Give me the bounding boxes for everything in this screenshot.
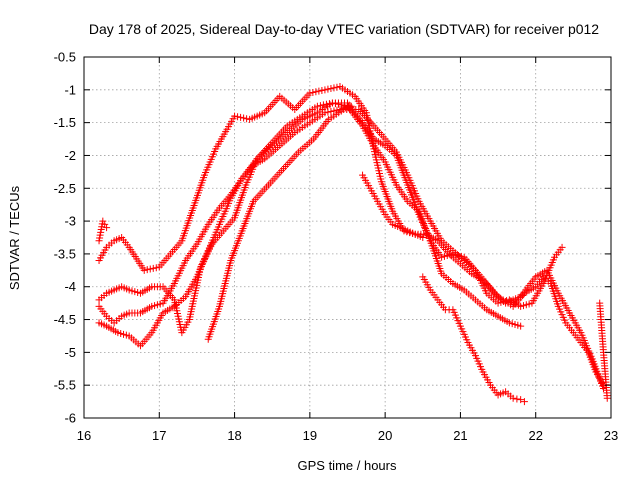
data-point-marker [318, 86, 326, 94]
data-point-marker [316, 102, 324, 110]
series-track-5 [204, 106, 607, 389]
chart-title: Day 178 of 2025, Sidereal Day-to-day VTE… [89, 21, 599, 37]
data-point-marker [327, 85, 335, 93]
data-point-marker [330, 84, 338, 92]
y-tick-label: -3 [64, 214, 76, 229]
data-point-marker [419, 234, 427, 241]
grid-layer [84, 57, 611, 418]
data-point-marker [337, 101, 345, 109]
x-tick-label: 23 [604, 428, 618, 443]
data-point-marker [513, 395, 521, 403]
y-tick-label: -5 [64, 345, 76, 360]
data-point-marker [140, 266, 148, 274]
data-point-marker [306, 89, 314, 97]
y-tick-label: -1 [64, 82, 76, 97]
y-tick-label: -6 [64, 411, 76, 426]
series-track-3 [95, 99, 525, 330]
data-point-marker [152, 264, 160, 272]
x-axis-label: GPS time / hours [298, 458, 397, 473]
data-point-marker [517, 322, 525, 330]
data-point-marker [333, 83, 341, 91]
data-point-marker [149, 264, 157, 272]
series-track-1 [95, 83, 607, 392]
x-tick-label: 16 [77, 428, 91, 443]
data-point-marker [324, 85, 332, 93]
x-tick-label: 22 [528, 428, 542, 443]
y-tick-label: -0.5 [54, 50, 76, 65]
data-point-marker [325, 100, 333, 108]
series-track-9 [95, 217, 111, 245]
data-point-marker [331, 100, 339, 108]
data-point-marker [321, 86, 329, 94]
tick-layer: 16 17 18 19 20 21 22 23 -0.5 -1 -1.5 -2 -2.5 -3 -3.5 -4… [54, 50, 619, 444]
data-point-marker [319, 101, 327, 109]
data-point-marker [327, 107, 335, 115]
data-point-marker [347, 102, 355, 110]
series-track-8 [596, 299, 611, 402]
data-point-marker [237, 113, 245, 121]
x-tick-label: 17 [152, 428, 166, 443]
series-track-6 [359, 171, 431, 241]
y-tick-label: -5.5 [54, 378, 76, 393]
data-point-marker [328, 99, 336, 107]
data-point-marker [313, 102, 321, 110]
y-tick-label: -2 [64, 148, 76, 163]
data-point-marker [423, 230, 431, 238]
x-tick-label: 19 [303, 428, 317, 443]
data-point-marker [321, 109, 329, 117]
data-point-marker [520, 398, 528, 406]
data-point-marker [517, 396, 525, 404]
data-point-marker [231, 112, 239, 120]
data-point-marker [509, 394, 517, 402]
x-tick-label: 21 [453, 428, 467, 443]
y-tick-label: -1.5 [54, 115, 76, 130]
y-tick-label: -2.5 [54, 181, 76, 196]
series-track-7 [419, 273, 528, 406]
y-tick-label: -4 [64, 279, 76, 294]
data-point-marker [240, 114, 248, 122]
data-point-marker [309, 88, 317, 96]
series-track-4 [95, 102, 355, 350]
data-point-marker [103, 224, 111, 232]
data-point-marker [143, 266, 151, 274]
plot-frame [83, 56, 612, 419]
x-tick-label: 20 [378, 428, 392, 443]
series-track-2 [95, 99, 566, 337]
data-point-marker [234, 113, 242, 121]
data-point-marker [315, 87, 323, 95]
y-tick-label: -3.5 [54, 246, 76, 261]
data-point-marker [312, 88, 320, 96]
y-axis-label: SDTVAR / TECUs [7, 185, 22, 290]
x-tick-label: 18 [227, 428, 241, 443]
data-point-marker [558, 243, 566, 251]
data-point-marker [324, 108, 332, 116]
data-point-marker [322, 100, 330, 108]
data-point-marker [334, 100, 342, 108]
data-point-marker [146, 265, 154, 273]
series-layer [95, 83, 611, 406]
data-point-marker [603, 394, 611, 402]
y-tick-label: -4.5 [54, 312, 76, 327]
